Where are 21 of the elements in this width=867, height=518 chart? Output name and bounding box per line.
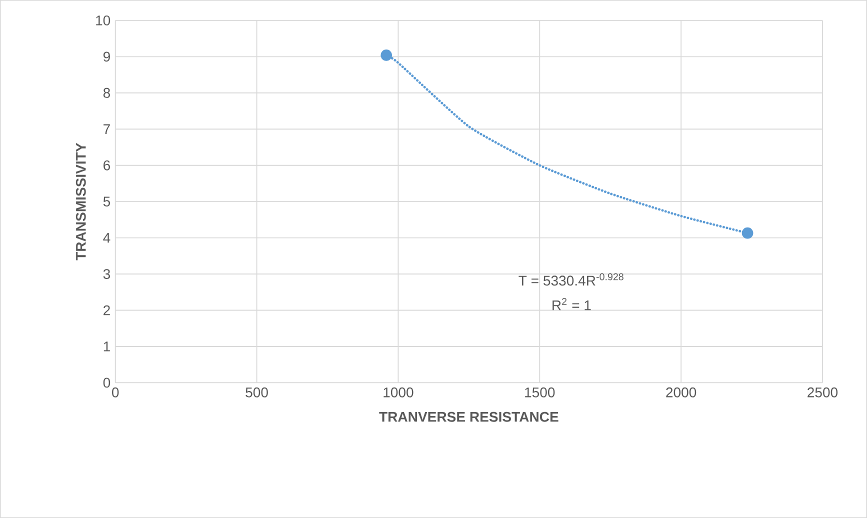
x-axis-title: TRANVERSE RESISTANCE [379, 412, 558, 422]
x-tick-label: 500 [246, 387, 268, 398]
annotation: R$^{2}$ = 1 [552, 298, 591, 310]
y-tick-label: 4 [103, 232, 110, 243]
y-tick-label: 1 [104, 342, 110, 352]
y-tick-label: 9 [103, 52, 110, 62]
y-tick-label: 6 [104, 160, 110, 170]
x-tick-label: 0 [112, 387, 119, 398]
x-tick-label: 1500 [525, 387, 555, 398]
y-tick-label: 3 [103, 269, 110, 279]
y-tick-label: 5 [103, 196, 110, 206]
y-axis-title: TRANSMISSIVITY [76, 142, 86, 260]
y-tick-label: 7 [104, 124, 110, 134]
annotation: T = 5330.4R$^{-0.928}$ [518, 273, 624, 286]
y-tick-label: 8 [103, 88, 110, 98]
y-tick-label: 2 [104, 305, 110, 316]
x-tick-label: 2500 [808, 387, 838, 398]
x-tick-label: 2000 [666, 387, 696, 398]
y-tick-label: 0 [103, 378, 110, 388]
x-tick-label: 1000 [384, 387, 414, 398]
y-tick-label: 10 [96, 15, 110, 26]
